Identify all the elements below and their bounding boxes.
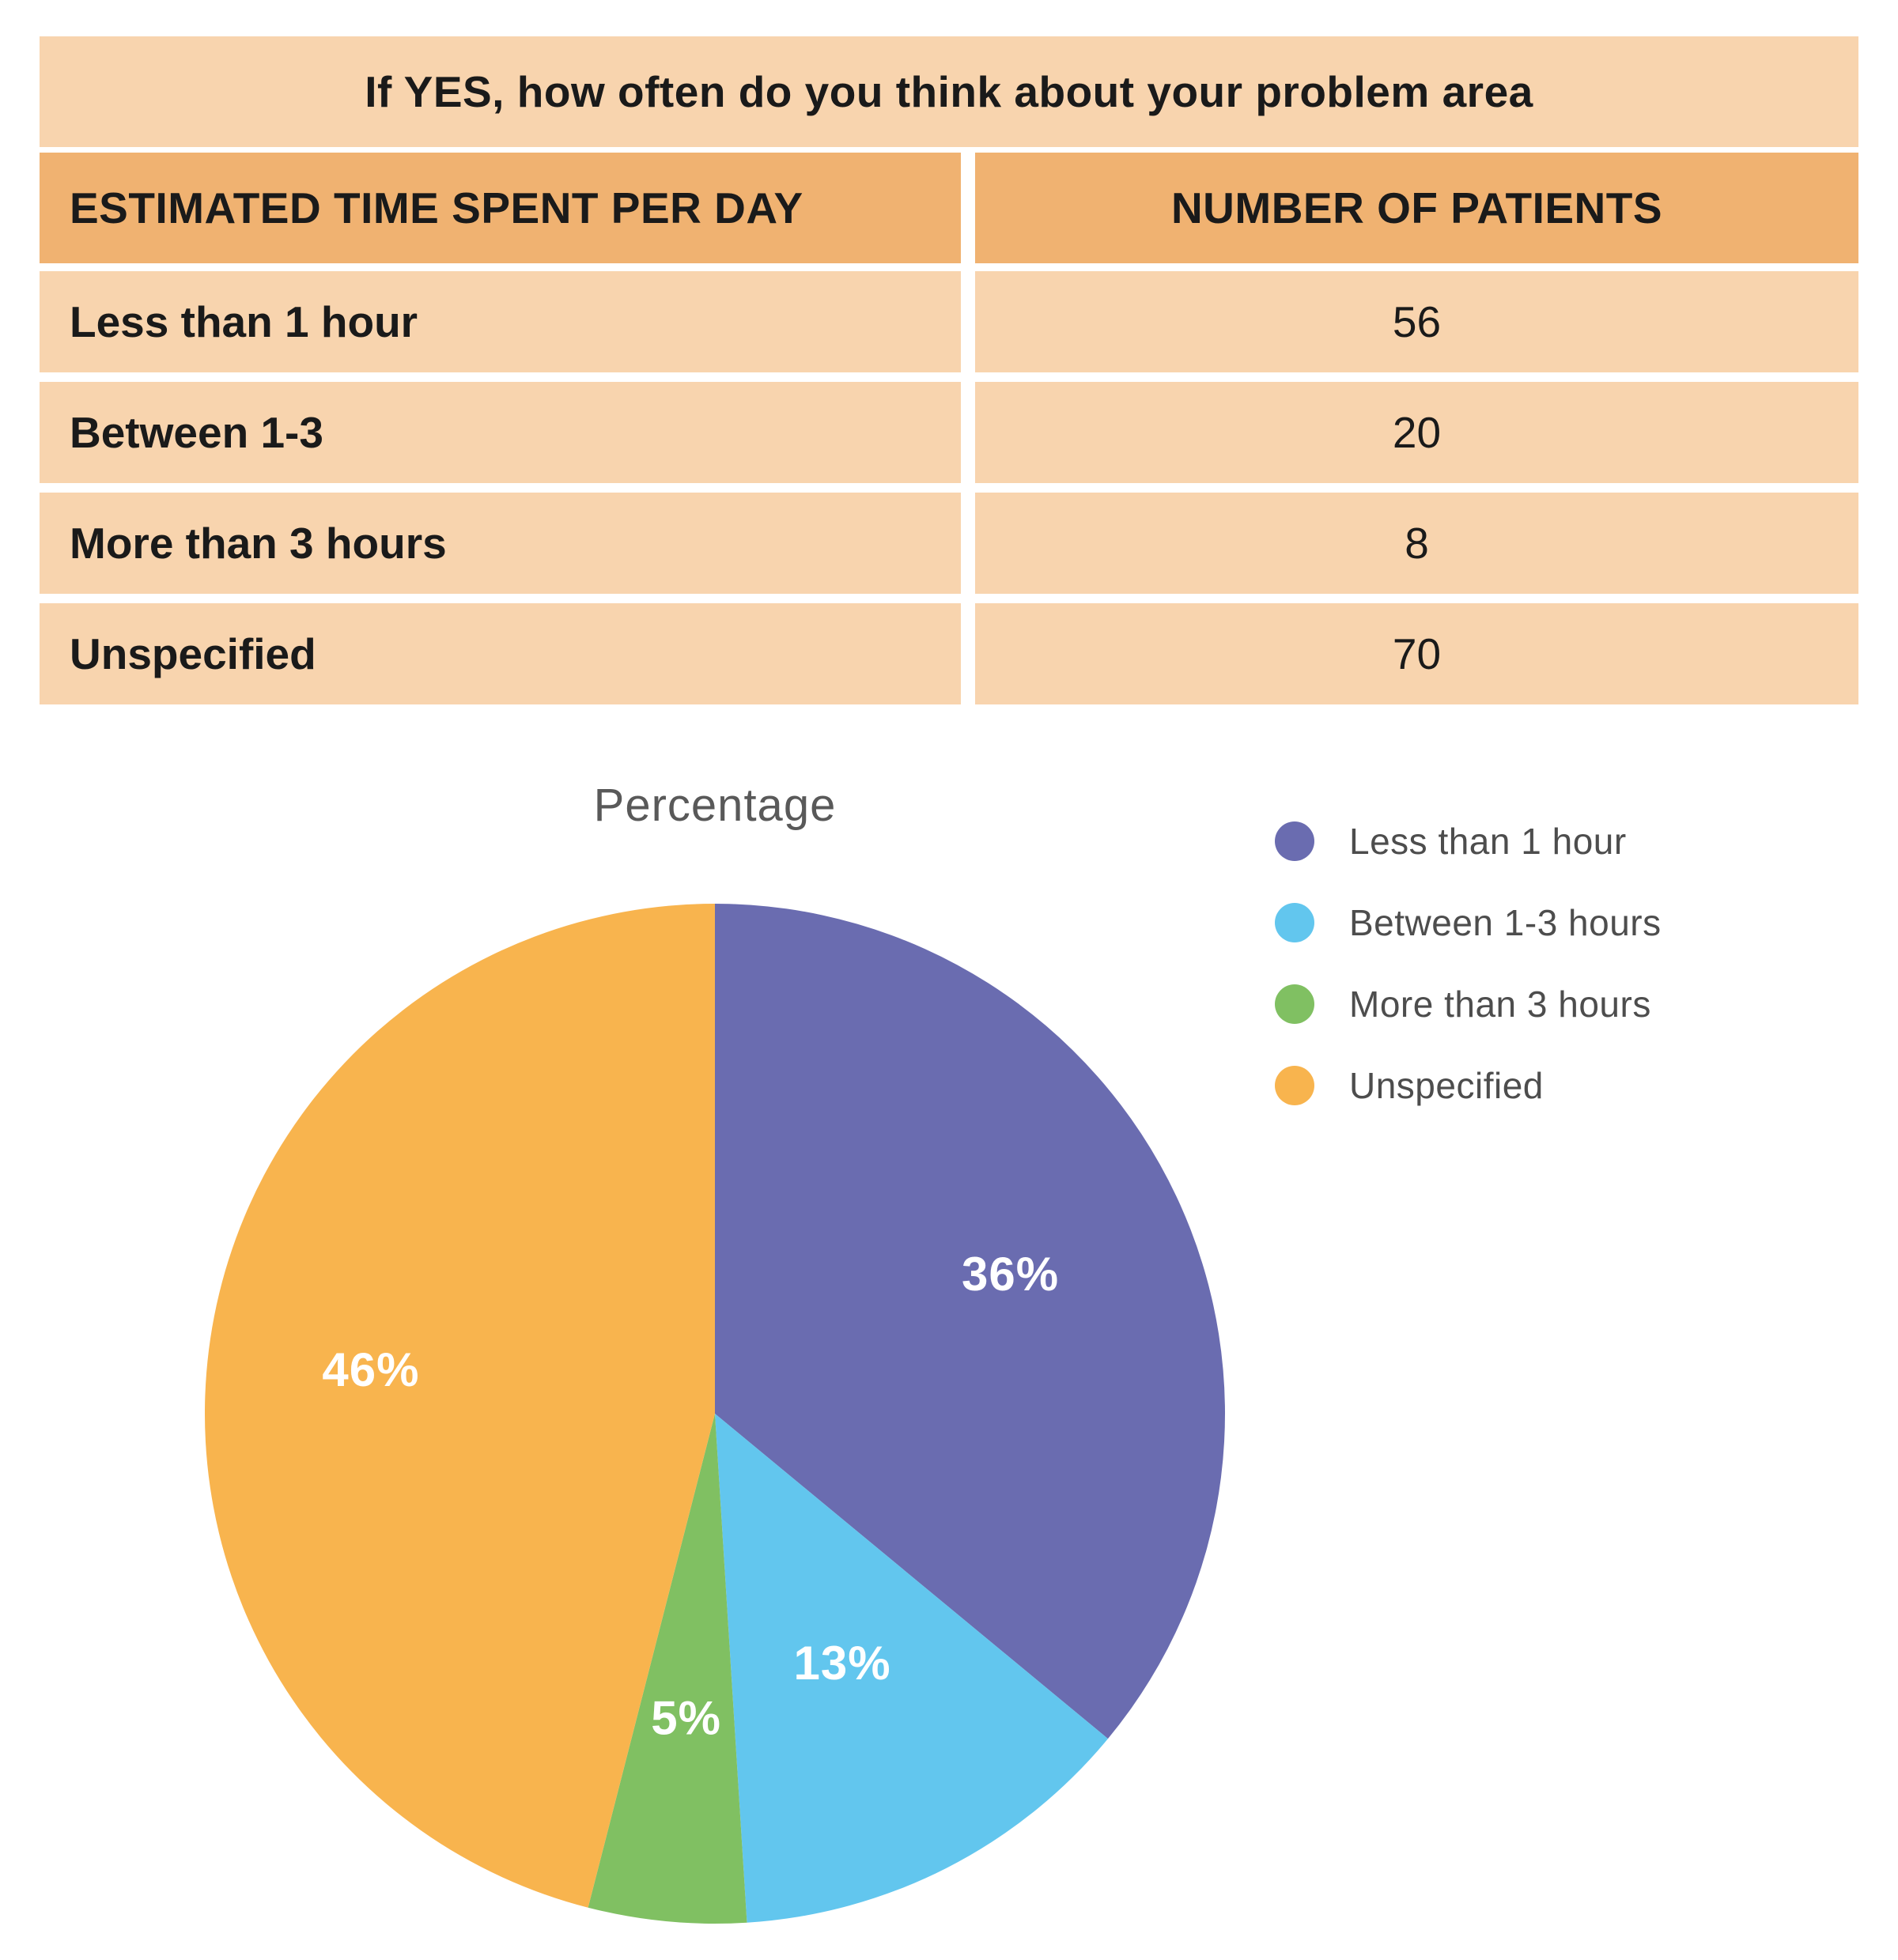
pie-slice [204, 904, 715, 1908]
legend-swatch-icon [1275, 821, 1314, 861]
legend-label: More than 3 hours [1349, 983, 1651, 1025]
pie-slice [588, 1414, 747, 1924]
legend-item: Between 1-3 hours [1275, 882, 1662, 963]
row-label: More than 3 hours [40, 493, 961, 594]
pie-chart: 36% 13% 5% 46% [204, 904, 1226, 1924]
row-value: 56 [975, 271, 1858, 372]
legend-item: More than 3 hours [1275, 963, 1662, 1044]
row-value: 8 [975, 493, 1858, 594]
legend-item: Less than 1 hour [1275, 800, 1662, 882]
legend-label: Unspecified [1349, 1064, 1544, 1106]
row-value: 70 [975, 603, 1858, 704]
row-label: Unspecified [40, 603, 961, 704]
table-row: Between 1-3 20 [40, 382, 1858, 483]
table-row: Unspecified 70 [40, 603, 1858, 704]
pie-slice-label: 5% [651, 1691, 721, 1744]
pie-slice-label: 13% [794, 1637, 891, 1690]
legend-label: Between 1-3 hours [1349, 901, 1662, 943]
legend-swatch-icon [1275, 984, 1314, 1024]
pie-chart-container: 36% 13% 5% 46% [204, 903, 1226, 1924]
column-header-patients: NUMBER OF PATIENTS [975, 153, 1858, 263]
legend-label: Less than 1 hour [1349, 820, 1627, 862]
pie-slice [715, 904, 1226, 1739]
legend-item: Unspecified [1275, 1044, 1662, 1126]
table-title: If YES, how often do you think about you… [40, 36, 1858, 147]
table-row: More than 3 hours 8 [40, 493, 1858, 594]
patients-table: If YES, how often do you think about you… [40, 36, 1858, 714]
legend-swatch-icon [1275, 902, 1314, 942]
pie-slice-label: 46% [322, 1343, 419, 1396]
chart-title: Percentage [593, 780, 837, 831]
row-label: Less than 1 hour [40, 271, 961, 372]
chart-legend: Less than 1 hour Between 1-3 hours More … [1275, 800, 1662, 1126]
row-label: Between 1-3 [40, 382, 961, 483]
legend-swatch-icon [1275, 1065, 1314, 1105]
pie-slice [715, 1414, 1108, 1923]
column-header-time: ESTIMATED TIME SPENT PER DAY [40, 153, 961, 263]
row-value: 20 [975, 382, 1858, 483]
pie-slice-label: 36% [962, 1248, 1059, 1301]
table-row: Less than 1 hour 56 [40, 271, 1858, 372]
table-header-row: ESTIMATED TIME SPENT PER DAY NUMBER OF P… [40, 153, 1858, 263]
